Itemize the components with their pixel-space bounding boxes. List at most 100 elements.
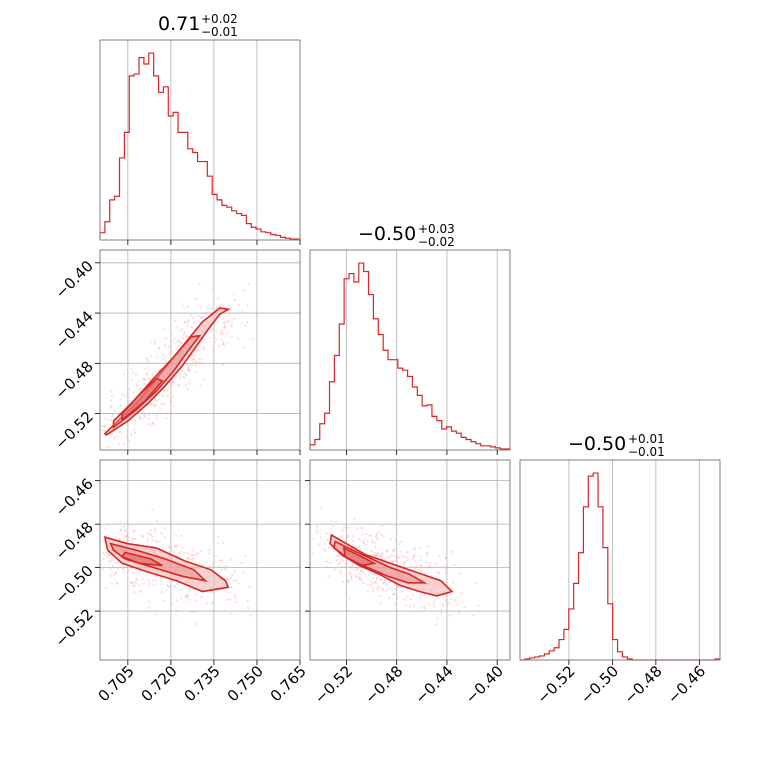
scatter-point — [371, 538, 374, 541]
scatter-point — [375, 555, 378, 558]
scatter-point — [125, 405, 128, 408]
scatter-point — [124, 530, 127, 533]
scatter-point — [179, 341, 182, 344]
scatter-point — [186, 552, 189, 555]
scatter-point — [158, 394, 161, 397]
scatter-point — [210, 308, 213, 311]
scatter-point — [215, 590, 218, 593]
scatter-point — [392, 560, 395, 563]
scatter-point — [108, 560, 111, 563]
scatter-point — [338, 535, 341, 538]
scatter-point — [384, 582, 387, 585]
scatter-point — [210, 566, 213, 569]
scatter-point — [380, 578, 383, 581]
scatter-point — [420, 570, 423, 573]
scatter-point — [375, 554, 378, 557]
scatter-point — [346, 579, 349, 582]
scatter-point — [122, 443, 125, 446]
scatter-point — [146, 531, 149, 534]
scatter-point — [187, 557, 190, 560]
scatter-point — [163, 328, 166, 331]
scatter-point — [134, 432, 137, 435]
scatter-point — [218, 345, 221, 348]
y-tick-label: −0.50 — [52, 562, 97, 607]
scatter-point — [111, 433, 114, 436]
scatter-point — [226, 598, 229, 601]
scatter-point — [412, 547, 415, 550]
scatter-point — [131, 538, 134, 541]
scatter-point — [200, 340, 203, 343]
scatter-point — [376, 552, 379, 555]
scatter-point — [184, 321, 187, 324]
scatter-point — [199, 361, 202, 364]
scatter-point — [214, 555, 217, 558]
scatter-point — [161, 591, 164, 594]
scatter-point — [389, 538, 392, 541]
scatter-point — [198, 342, 201, 345]
scatter-point — [379, 594, 382, 597]
x-tick-label: 0.720 — [138, 662, 181, 705]
scatter-point — [130, 433, 133, 436]
scatter-point — [325, 565, 328, 568]
scatter-point — [152, 583, 155, 586]
scatter-point — [185, 374, 188, 377]
scatter-point — [170, 384, 173, 387]
scatter-point — [248, 585, 251, 588]
scatter-point — [391, 560, 394, 563]
plot-layer: −0.52−0.50−0.48−0.46−0.52−0.48−0.44−0.40… — [52, 39, 721, 707]
scatter-point — [423, 605, 426, 608]
x-tick-label: −0.46 — [664, 662, 709, 707]
scatter-point — [109, 405, 112, 408]
scatter-point — [102, 567, 105, 570]
scatter-point — [192, 354, 195, 357]
scatter-point — [392, 549, 395, 552]
scatter-point — [204, 313, 207, 316]
scatter-point — [152, 579, 155, 582]
scatter-point — [425, 553, 428, 556]
scatter-point — [144, 415, 147, 418]
scatter-point — [375, 532, 378, 535]
scatter-point — [426, 597, 429, 600]
scatter-point — [463, 605, 466, 608]
scatter-point — [194, 599, 197, 602]
scatter-point — [247, 607, 250, 610]
scatter-point — [444, 565, 447, 568]
scatter-point — [452, 581, 455, 584]
scatter-point — [154, 540, 157, 543]
scatter-point — [153, 404, 156, 407]
scatter-point — [386, 549, 389, 552]
scatter-point — [120, 398, 123, 401]
scatter-point — [366, 540, 369, 543]
scatter-point — [145, 357, 148, 360]
scatter-point — [110, 415, 113, 418]
scatter-point — [379, 577, 382, 580]
scatter-point — [128, 440, 131, 443]
scatter-point — [209, 336, 212, 339]
scatter-point — [171, 382, 174, 385]
scatter-point — [118, 538, 121, 541]
scatter-point — [414, 560, 417, 563]
scatter-point — [145, 540, 148, 543]
scatter-point — [110, 557, 113, 560]
scatter-point — [209, 311, 212, 314]
scatter-point — [230, 324, 233, 327]
scatter-point — [385, 549, 388, 552]
scatter-point — [449, 597, 452, 600]
scatter-point — [375, 578, 378, 581]
title-minus-0: −0.01 — [201, 25, 238, 39]
scatter-point — [230, 558, 233, 561]
scatter-point — [230, 320, 233, 323]
scatter-point — [155, 579, 158, 582]
scatter-point — [197, 552, 200, 555]
scatter-point — [394, 539, 397, 542]
scatter-point — [212, 350, 215, 353]
scatter-point — [425, 566, 428, 569]
panel-1-1 — [309, 250, 511, 450]
scatter-point — [442, 595, 445, 598]
scatter-point — [196, 361, 199, 364]
title-param-0: 0.71 +0.02 −0.01 — [158, 12, 238, 39]
scatter-point — [152, 545, 155, 548]
scatter-point — [373, 552, 376, 555]
panel-bg — [520, 460, 720, 660]
scatter-point — [396, 585, 399, 588]
